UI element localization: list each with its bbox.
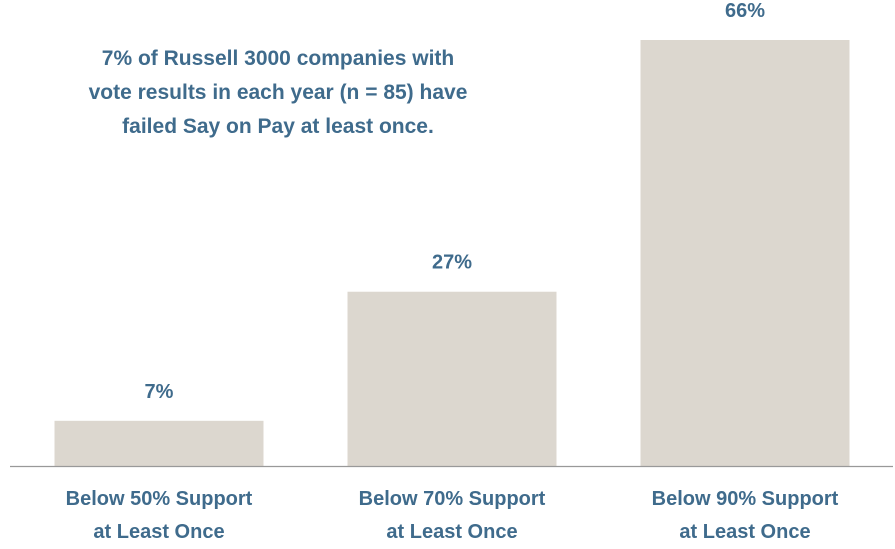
data-label-1: 7% [145,381,174,403]
bar-1 [54,420,264,466]
data-label-3: 66% [725,0,765,22]
category-label-3-line-2: at Least Once [679,521,810,543]
category-label-2-line-2: at Least Once [386,521,517,543]
bars-group [54,40,850,466]
category-label-3-line-1: Below 90% Support [652,488,839,510]
category-labels-group: Below 50% Support at Least Once Below 70% … [66,488,839,543]
category-label-1-line-1: Below 50% Support [66,488,253,510]
data-label-2: 27% [432,252,472,274]
data-labels-group: 7% 27% 66% [145,0,766,403]
chart-annotation: 7% of Russell 3000 companies with vote r… [88,47,468,138]
category-label-1-line-2: at Least Once [93,521,224,543]
bar-3 [640,40,850,466]
category-label-2-line-1: Below 70% Support [359,488,546,510]
bar-2 [347,291,557,466]
